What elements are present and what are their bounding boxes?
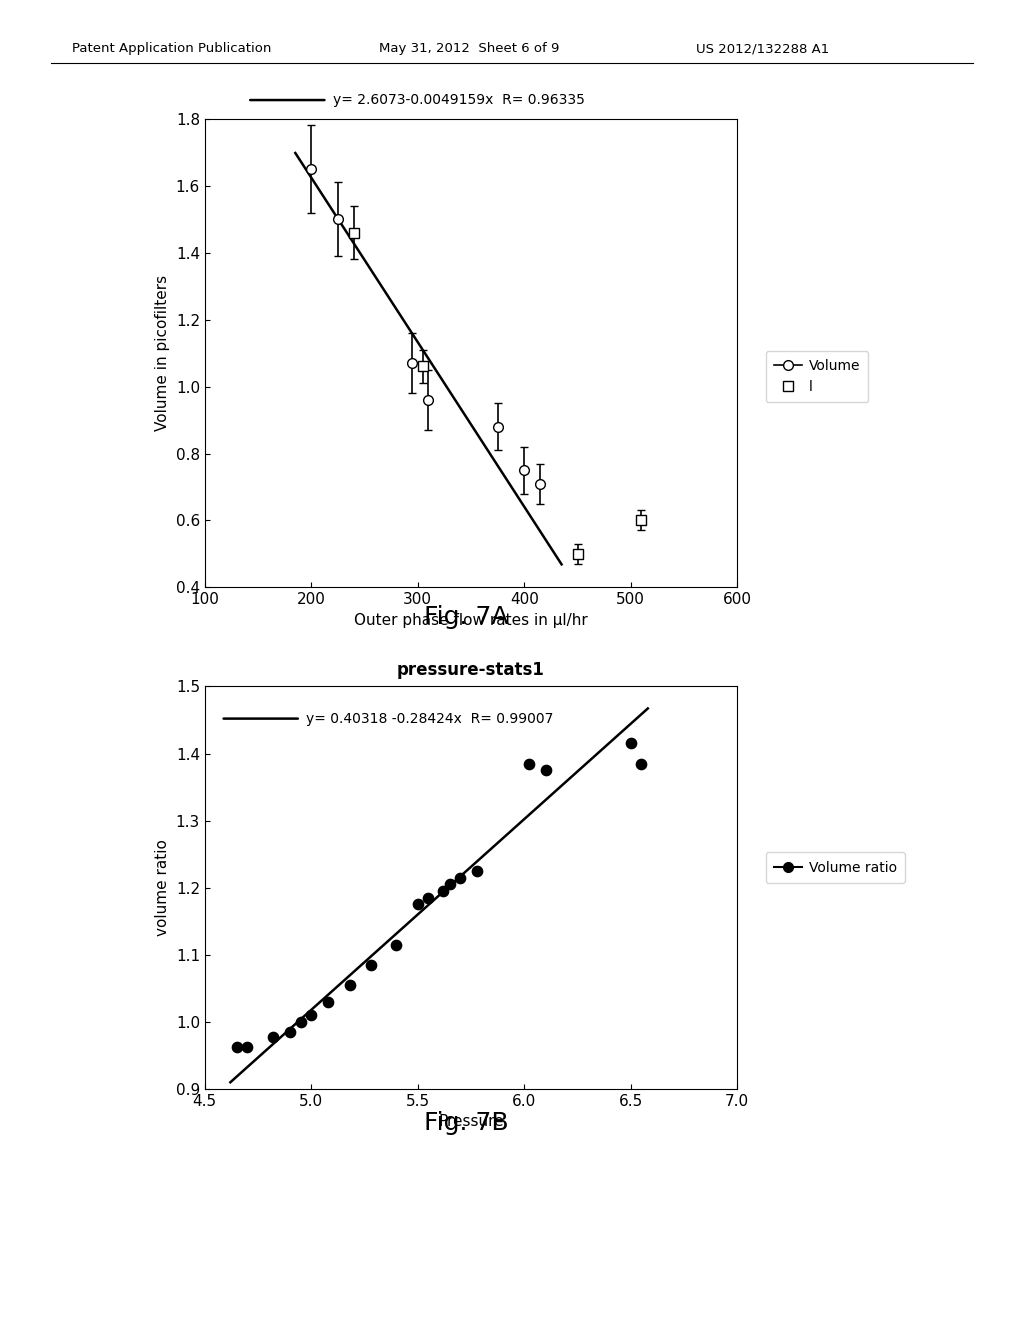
X-axis label: Pressure: Pressure: [438, 1114, 504, 1130]
Text: May 31, 2012  Sheet 6 of 9: May 31, 2012 Sheet 6 of 9: [379, 42, 559, 55]
Text: Fig. 7A: Fig. 7A: [424, 605, 508, 628]
Text: y= 0.40318 -0.28424x  R= 0.99007: y= 0.40318 -0.28424x R= 0.99007: [306, 711, 553, 726]
X-axis label: Outer phase flow rates in μl/hr: Outer phase flow rates in μl/hr: [354, 612, 588, 628]
Point: [228, 1036, 245, 1057]
Point: [435, 880, 452, 902]
Text: y= 2.6073-0.0049159x  R= 0.96335: y= 2.6073-0.0049159x R= 0.96335: [333, 92, 585, 107]
Legend: Volume ratio: Volume ratio: [766, 853, 905, 883]
Point: [623, 733, 639, 754]
Point: [321, 991, 337, 1012]
Point: [282, 1022, 298, 1043]
Point: [469, 861, 485, 882]
Text: US 2012/132288 A1: US 2012/132288 A1: [696, 42, 829, 55]
Y-axis label: Volume in picofilters: Volume in picofilters: [155, 275, 170, 432]
Point: [240, 1036, 256, 1057]
Point: [633, 752, 649, 774]
Point: [362, 954, 379, 975]
Point: [303, 1005, 319, 1026]
Point: [265, 1026, 282, 1047]
Text: Fig. 7B: Fig. 7B: [424, 1111, 508, 1135]
Point: [538, 760, 554, 781]
Title: pressure-stats1: pressure-stats1: [397, 661, 545, 680]
Point: [341, 974, 357, 995]
Text: Patent Application Publication: Patent Application Publication: [72, 42, 271, 55]
Point: [388, 935, 404, 956]
Point: [441, 874, 458, 895]
Point: [453, 867, 469, 888]
Point: [410, 894, 426, 915]
Point: [420, 887, 436, 908]
Legend: Volume, l: Volume, l: [766, 351, 868, 403]
Point: [293, 1011, 309, 1032]
Y-axis label: volume ratio: volume ratio: [155, 840, 170, 936]
Point: [520, 752, 537, 774]
